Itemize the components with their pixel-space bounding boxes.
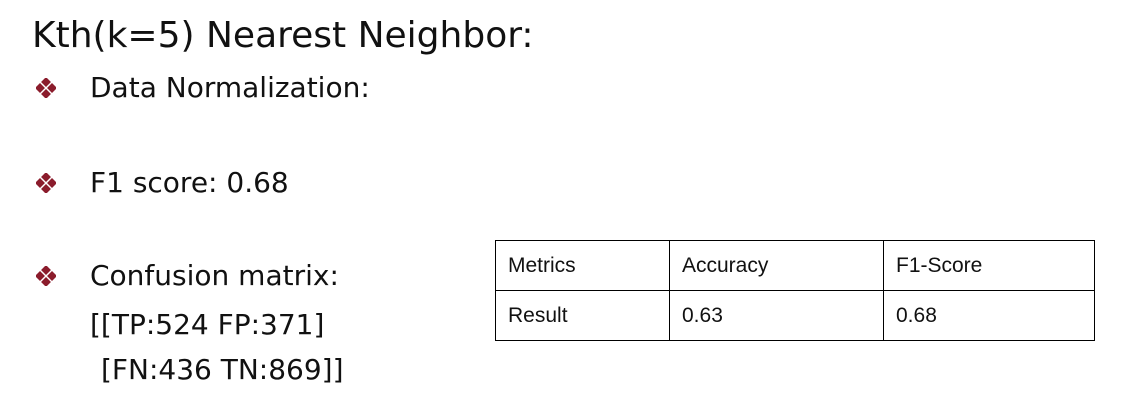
table-cell: 0.68	[883, 290, 1095, 341]
diamond-bullet-icon	[36, 78, 56, 98]
confusion-matrix-row-1: [[TP:524 FP:371]	[90, 308, 325, 341]
table-cell: 0.63	[669, 290, 884, 341]
bullet-confusion-matrix: Confusion matrix:	[36, 258, 339, 294]
bullet-label: Data Normalization:	[90, 71, 370, 104]
table-header-row: Metrics Accuracy F1-Score	[495, 240, 1095, 291]
diamond-bullet-icon	[36, 173, 56, 193]
table-header-cell: F1-Score	[883, 240, 1095, 291]
slide-title: Kth(k=5) Nearest Neighbor:	[32, 15, 534, 56]
diamond-bullet-icon	[36, 266, 56, 286]
bullet-label: F1 score: 0.68	[90, 166, 289, 199]
table-cell: Result	[495, 290, 670, 341]
table-header-cell: Metrics	[495, 240, 670, 291]
bullet-label: Confusion matrix:	[90, 259, 339, 292]
metrics-table: Metrics Accuracy F1-Score Result 0.63 0.…	[495, 240, 1095, 341]
bullet-data-normalization: Data Normalization:	[36, 70, 370, 106]
confusion-matrix-row-2: [FN:436 TN:869]]	[101, 353, 344, 386]
bullet-f1-score: F1 score: 0.68	[36, 165, 289, 201]
table-row: Result 0.63 0.68	[495, 290, 1095, 341]
table-header-cell: Accuracy	[669, 240, 884, 291]
